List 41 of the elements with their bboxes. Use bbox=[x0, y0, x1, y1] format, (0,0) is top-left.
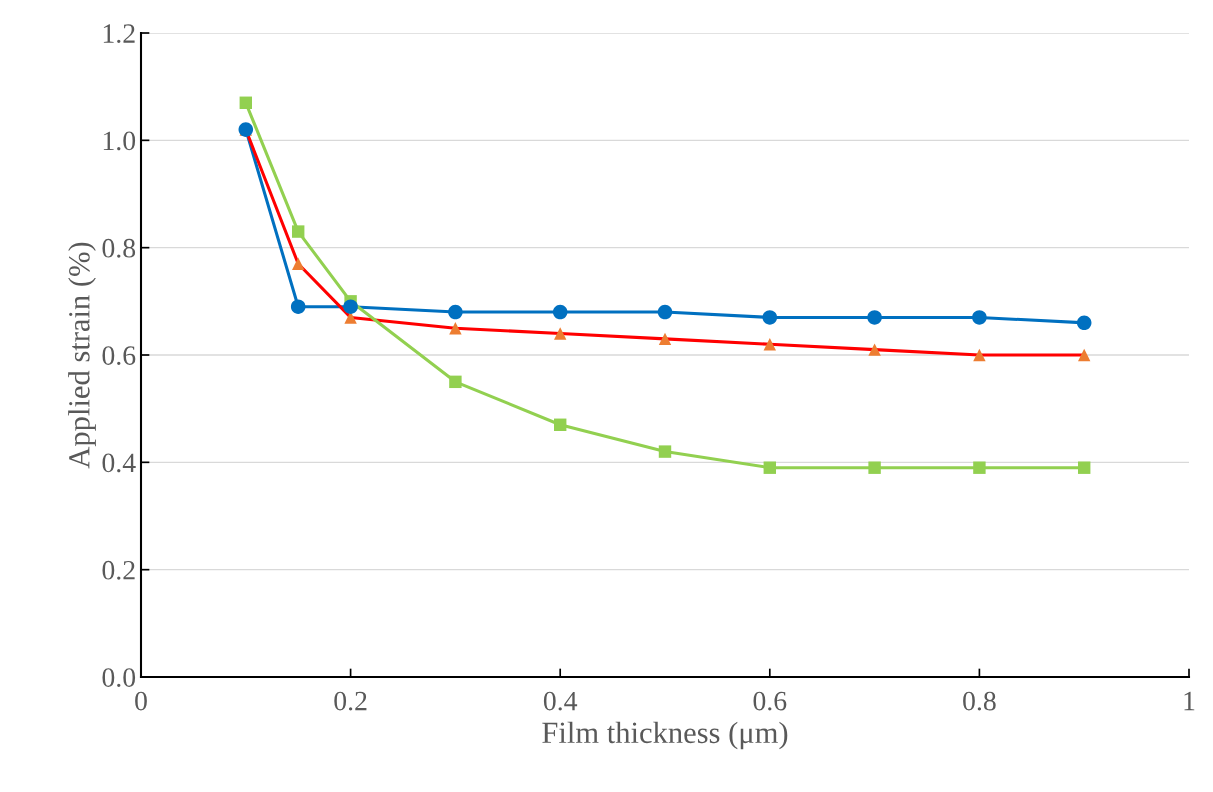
y-tick-label: 0.6 bbox=[102, 346, 136, 366]
point bbox=[290, 299, 306, 314]
point bbox=[868, 461, 881, 474]
y-tick-label: 0.2 bbox=[102, 560, 135, 580]
x-tick-label: 0.4 bbox=[543, 691, 578, 711]
y-tick-label: 1.0 bbox=[103, 131, 136, 151]
point bbox=[1077, 348, 1091, 362]
x-tick-label: 0.8 bbox=[963, 691, 996, 711]
y-tick-label: 0.0 bbox=[102, 668, 136, 688]
x-tick-label: 0 bbox=[135, 691, 147, 711]
x-tick-label: 1 bbox=[1184, 691, 1195, 711]
point bbox=[239, 96, 253, 109]
point bbox=[449, 375, 462, 389]
y-tick-label: 0.8 bbox=[102, 238, 136, 258]
point bbox=[972, 310, 987, 325]
point bbox=[763, 461, 777, 474]
point bbox=[449, 321, 462, 335]
point bbox=[1077, 461, 1091, 474]
y-tick-label: 0.4 bbox=[102, 453, 136, 473]
point bbox=[658, 445, 672, 458]
point bbox=[867, 310, 882, 325]
point bbox=[343, 299, 358, 314]
point bbox=[553, 327, 567, 340]
point bbox=[1076, 315, 1092, 331]
point bbox=[762, 310, 778, 325]
point bbox=[657, 304, 673, 320]
y-axis-title: Applied strain (%) bbox=[68, 242, 96, 469]
x-axis-title: Film thickness (μm) bbox=[542, 721, 788, 750]
point bbox=[868, 343, 881, 356]
point bbox=[553, 418, 567, 431]
point bbox=[763, 338, 777, 351]
y-tick-label: 1.2 bbox=[103, 24, 135, 44]
point bbox=[658, 332, 672, 346]
point bbox=[448, 304, 463, 320]
point bbox=[291, 225, 305, 238]
x-tick-label: 0.6 bbox=[753, 691, 787, 711]
point bbox=[552, 304, 568, 320]
point bbox=[973, 348, 986, 362]
point bbox=[973, 461, 986, 474]
point bbox=[291, 257, 305, 270]
x-tick-label: 0.2 bbox=[334, 691, 367, 711]
